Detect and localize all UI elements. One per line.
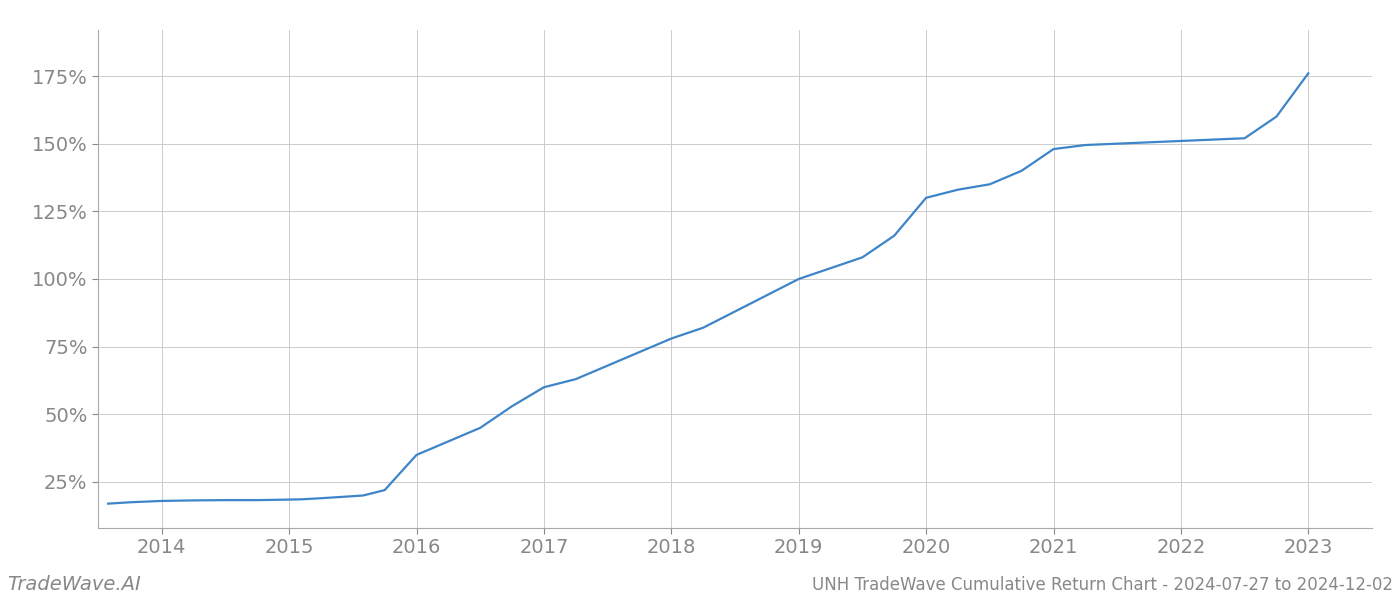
Text: TradeWave.AI: TradeWave.AI [7, 575, 141, 594]
Text: UNH TradeWave Cumulative Return Chart - 2024-07-27 to 2024-12-02: UNH TradeWave Cumulative Return Chart - … [812, 576, 1393, 594]
